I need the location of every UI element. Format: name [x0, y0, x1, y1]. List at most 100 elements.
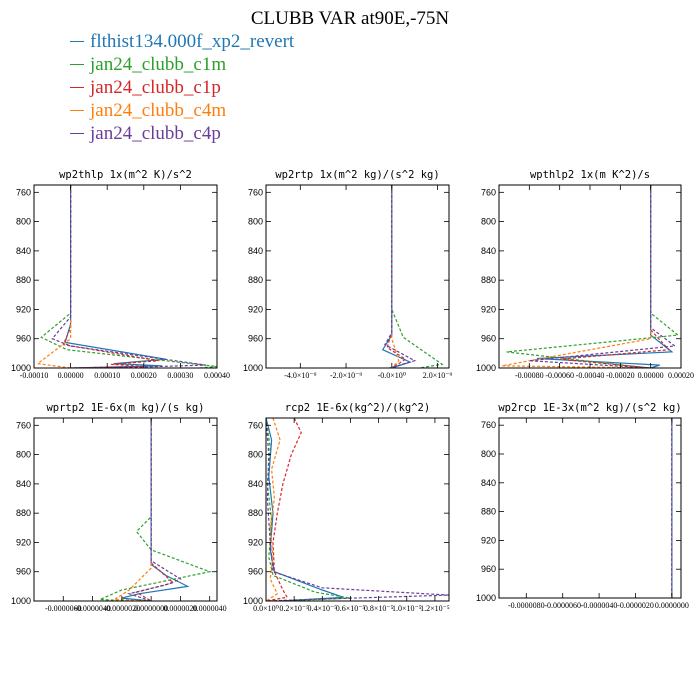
series-line — [62, 185, 159, 368]
y-tick-label: 840 — [16, 479, 31, 489]
x-tick-label: 0.00030 — [167, 371, 193, 380]
x-tick-label: 2.0×10⁻⁹ — [423, 371, 453, 380]
series-line — [99, 418, 212, 601]
y-tick-label: 1000 — [476, 593, 496, 603]
y-tick-label: 1000 — [243, 596, 263, 606]
series-line — [266, 418, 351, 601]
x-tick-label: 0.8×10⁻⁵ — [364, 604, 394, 613]
y-tick-label: 760 — [248, 420, 263, 430]
y-tick-label: 880 — [481, 275, 496, 285]
y-tick-label: 960 — [248, 334, 263, 344]
y-tick-label: 880 — [16, 508, 31, 518]
series-line — [391, 185, 400, 368]
x-tick-label: 0.00020 — [131, 371, 157, 380]
series-line — [266, 418, 281, 601]
legend-swatch — [70, 133, 84, 134]
panel-title: wp2rtp 1x(m^2 kg)/(s^2 kg) — [275, 169, 439, 181]
x-tick-label: -0.00060 — [545, 371, 574, 380]
panel-title: wprtp2 1E-6x(m kg)/(s kg) — [46, 402, 204, 414]
panel-3: wpthlp2 1x(m K^2)/s 760 800 840 880 920 960 100… — [476, 169, 694, 380]
legend: flthist134.000f_xp2_revert jan24_clubb_c… — [70, 30, 294, 145]
x-tick-label: -4.0×10⁻⁹ — [284, 371, 316, 380]
panel-6: wp2rcp 1E-3x(m^2 kg)/(s^2 kg)760 800 840 88… — [476, 402, 689, 610]
series-line — [266, 418, 344, 601]
y-tick-label: 1000 — [476, 363, 496, 373]
legend-label: jan24_clubb_c1m — [90, 53, 227, 75]
x-tick-label: -0.00040 — [576, 371, 605, 380]
y-tick-label: 800 — [248, 450, 263, 460]
x-tick-label: -0.0000080 — [508, 601, 545, 610]
x-tick-label: -0.00010 — [20, 371, 49, 380]
y-tick-label: 920 — [16, 304, 31, 314]
plot-frame — [33, 417, 218, 602]
x-tick-label: -0.0000020 — [617, 601, 654, 610]
y-tick-label: 840 — [248, 479, 263, 489]
y-tick-label: 960 — [481, 564, 496, 574]
series-line — [386, 185, 407, 368]
legend-label: flthist134.000f_xp2_revert — [90, 30, 295, 52]
y-tick-label: 840 — [248, 246, 263, 256]
panel-2: wp2rtp 1x(m^2 kg)/(s^2 kg) 760 800 840 880 92… — [243, 169, 453, 380]
series-line — [391, 185, 444, 368]
plot-frame — [265, 417, 450, 602]
y-tick-label: 840 — [481, 246, 496, 256]
x-tick-label: 0.2×10⁻⁵ — [279, 604, 309, 613]
y-tick-label: 840 — [16, 246, 31, 256]
x-tick-label: 0.4×10⁻⁵ — [308, 604, 338, 613]
y-tick-label: 920 — [481, 535, 496, 545]
panel-title: rcp2 1E-6x(kg^2)/(kg^2) — [285, 402, 430, 414]
y-tick-label: 880 — [16, 275, 31, 285]
legend-label: jan24_clubb_c1p — [90, 76, 221, 98]
plot-frame — [265, 184, 450, 369]
series-line — [134, 418, 175, 601]
series-line — [384, 185, 417, 368]
legend-entry-3: jan24_clubb_c1p — [70, 76, 294, 99]
figure-title: CLUBB VAR at90E,-75N — [250, 8, 450, 29]
plot-frame — [498, 417, 682, 599]
x-tick-label: -0.0000060 — [544, 601, 581, 610]
x-tick-label: -0.0000040 — [581, 601, 618, 610]
series-line — [536, 185, 674, 368]
plot-frame — [498, 184, 682, 369]
y-tick-label: 800 — [16, 217, 31, 227]
legend-label: jan24_clubb_c4m — [90, 99, 227, 121]
panel-1: wp2thlp 1x(m^2 K)/s^2 760 800 840 880 920 960 1… — [11, 169, 230, 380]
legend-swatch — [70, 110, 84, 111]
x-tick-label: 0.6×10⁻⁵ — [336, 604, 366, 613]
y-tick-label: 920 — [481, 304, 496, 314]
y-tick-label: 760 — [481, 187, 496, 197]
x-tick-label: -0.0000040 — [74, 604, 111, 613]
x-tick-label: 0.00020 — [668, 371, 694, 380]
y-tick-label: 800 — [16, 450, 31, 460]
legend-entry-2: jan24_clubb_c1m — [70, 53, 294, 76]
x-tick-label: 1.0×10⁻⁵ — [392, 604, 422, 613]
x-tick-label: -0.0×10⁰ — [378, 371, 406, 380]
series-line — [266, 418, 449, 601]
x-tick-label: -0.00020 — [606, 371, 635, 380]
x-tick-label: 0.00010 — [94, 371, 120, 380]
panel-4: wprtp2 1E-6x(m kg)/(s kg) 760 800 840 880 920… — [11, 402, 227, 613]
series-line — [501, 185, 652, 368]
y-tick-label: 960 — [248, 567, 263, 577]
y-tick-label: 920 — [248, 304, 263, 314]
panel-5: rcp2 1E-6x(kg^2)/(kg^2) 760 800 840 880 920 96… — [243, 402, 450, 613]
panel-title: wp2thlp 1x(m^2 K)/s^2 — [59, 169, 192, 181]
y-tick-label: 1000 — [11, 363, 31, 373]
series-line — [121, 418, 190, 601]
series-line — [266, 418, 302, 601]
x-tick-label: 0.00000 — [638, 371, 664, 380]
panel-title: wp2rcp 1E-3x(m^2 kg)/(s^2 kg) — [498, 402, 681, 414]
y-tick-label: 760 — [16, 187, 31, 197]
series-line — [559, 185, 671, 368]
y-tick-label: 880 — [248, 508, 263, 518]
x-tick-label: 0.0000040 — [193, 604, 227, 613]
x-tick-label: -2.0×10⁻⁹ — [330, 371, 362, 380]
y-tick-label: 880 — [248, 275, 263, 285]
y-tick-label: 760 — [248, 187, 263, 197]
x-tick-label: -0.0000060 — [45, 604, 82, 613]
y-tick-label: 800 — [481, 217, 496, 227]
series-line — [112, 418, 152, 601]
series-line — [51, 185, 207, 368]
plot-frame — [33, 184, 218, 369]
